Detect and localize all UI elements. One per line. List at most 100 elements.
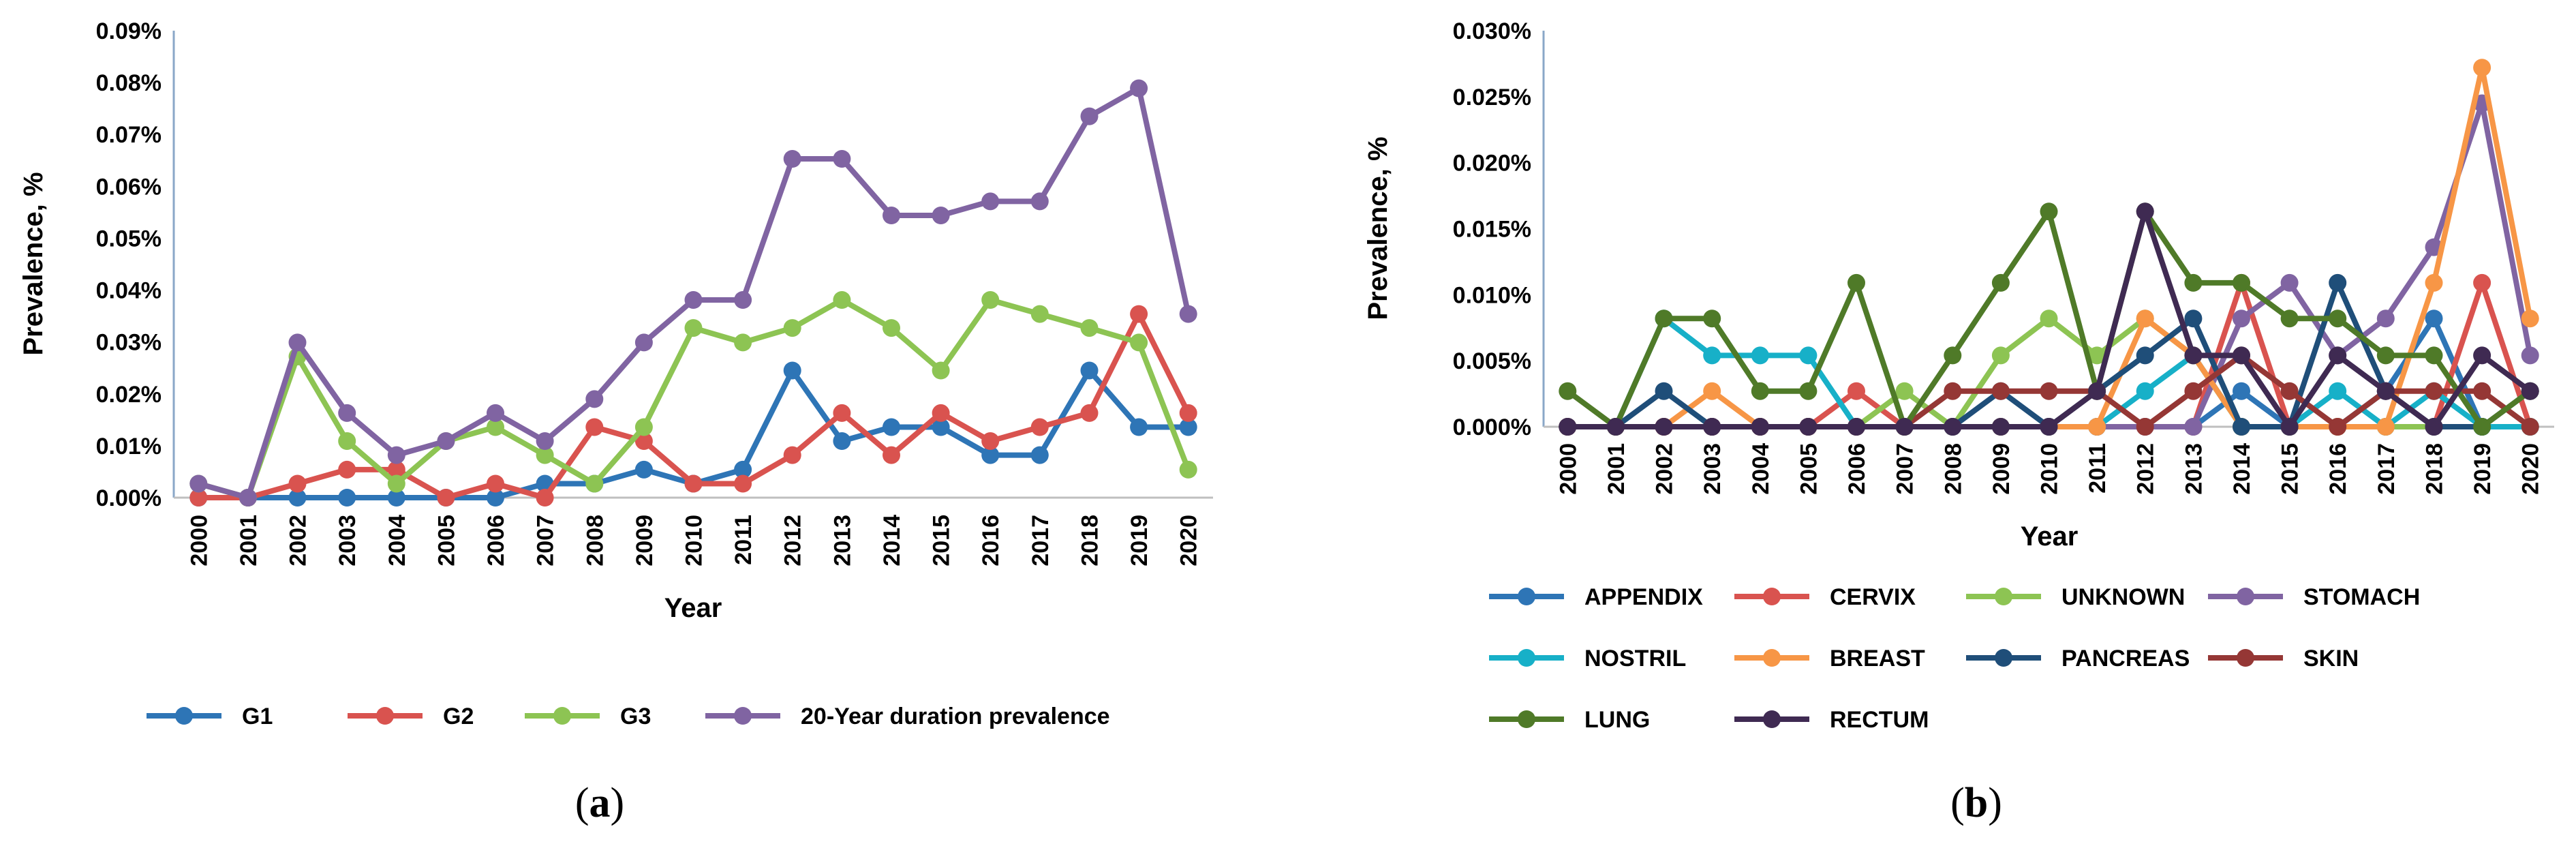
data-point xyxy=(1751,346,1769,365)
legend-label: G1 xyxy=(242,704,273,729)
data-point xyxy=(1847,418,1865,436)
x-tick-label: 2004 xyxy=(384,515,410,567)
legend-label: G2 xyxy=(443,704,474,729)
data-point xyxy=(2040,309,2058,328)
legend-item: G3 xyxy=(525,704,651,729)
x-tick-label: 2010 xyxy=(2037,443,2063,495)
data-point xyxy=(2425,346,2443,365)
x-tick-label: 2007 xyxy=(1892,443,1918,495)
data-point xyxy=(2329,346,2347,365)
x-tick-label: 2020 xyxy=(2518,443,2544,495)
data-point xyxy=(2233,309,2250,328)
data-point xyxy=(783,319,801,337)
y-tick-label: 0.025% xyxy=(1453,85,1531,110)
data-point xyxy=(1179,305,1197,323)
x-tick-label: 2012 xyxy=(780,515,806,567)
data-point xyxy=(1991,382,2010,400)
data-point xyxy=(833,432,851,450)
legend-item: 20-Year duration prevalence xyxy=(705,704,1110,729)
x-tick-label: 2000 xyxy=(1555,443,1581,495)
y-tick-label: 0.02% xyxy=(96,382,162,408)
data-point xyxy=(1751,418,1769,436)
y-tick-label: 0.03% xyxy=(96,330,162,356)
data-point xyxy=(338,404,356,422)
data-point xyxy=(487,489,504,507)
data-point xyxy=(2425,309,2443,328)
data-point xyxy=(437,432,455,450)
legend: APPENDIX CERVIX UNKNOWN STOMACH NOSTRIL BREAS… xyxy=(1489,584,2420,733)
data-point xyxy=(2473,418,2491,436)
legend-item: BREAST xyxy=(1734,646,1925,671)
data-point xyxy=(981,446,1000,464)
data-point xyxy=(387,474,405,493)
data-point xyxy=(536,446,554,464)
x-tick-label: 2009 xyxy=(1989,443,2014,495)
legend-swatch-marker xyxy=(1995,649,2012,667)
data-point xyxy=(487,418,504,436)
data-point xyxy=(2184,382,2203,400)
legend-label: NOSTRIL xyxy=(1584,646,1686,671)
data-point xyxy=(2184,309,2203,328)
legend-label: SKIN xyxy=(2303,646,2359,671)
y-tick-label: 0.04% xyxy=(96,278,162,304)
y-tick-label: 0.030% xyxy=(1453,18,1531,44)
data-point xyxy=(932,404,950,422)
data-point xyxy=(2233,346,2250,365)
data-point xyxy=(1130,333,1148,352)
y-tick-label: 0.08% xyxy=(96,70,162,96)
caption-paren: ) xyxy=(1988,780,2002,826)
data-point xyxy=(1703,418,1721,436)
data-point xyxy=(189,489,208,507)
data-point xyxy=(1847,273,1865,292)
data-point xyxy=(2040,202,2058,221)
data-point xyxy=(1895,382,1914,400)
legend-swatch-marker xyxy=(2237,588,2254,605)
data-point xyxy=(1030,305,1049,323)
series-line xyxy=(1565,100,2533,429)
data-point xyxy=(932,207,950,224)
legend-swatch-marker xyxy=(1995,588,2012,605)
data-point xyxy=(684,319,703,337)
data-point xyxy=(2376,382,2395,400)
data-point xyxy=(1606,418,1625,436)
y-tick-label: 0.020% xyxy=(1453,151,1531,177)
data-point xyxy=(2521,418,2539,436)
data-point xyxy=(1944,382,1962,400)
data-point xyxy=(734,333,752,352)
y-tick-label: 0.01% xyxy=(96,434,162,459)
data-point xyxy=(1655,418,1673,436)
data-point xyxy=(338,460,356,479)
x-tick-label: 2018 xyxy=(2421,443,2447,495)
x-tick-label: 2002 xyxy=(286,515,311,567)
data-point xyxy=(981,192,1000,211)
data-point xyxy=(536,432,554,450)
data-point xyxy=(2521,309,2539,328)
x-tick-label: 2013 xyxy=(2181,443,2207,495)
data-point xyxy=(585,390,604,408)
legend-label: PANCREAS xyxy=(2061,646,2190,671)
data-point xyxy=(585,418,604,436)
data-point xyxy=(1030,192,1049,211)
data-point xyxy=(338,489,356,507)
legend-swatch-marker xyxy=(175,707,193,725)
y-tick-label: 0.005% xyxy=(1453,348,1531,374)
x-tick-label: 2003 xyxy=(335,515,361,567)
legend-swatch-marker xyxy=(2237,649,2254,667)
legend-swatch-marker xyxy=(1763,588,1781,605)
y-axis-title: Prevalence, % xyxy=(18,172,48,355)
data-point xyxy=(2280,382,2299,400)
data-point xyxy=(2184,346,2203,365)
x-tick-label: 2006 xyxy=(1844,443,1870,495)
data-point xyxy=(1991,346,2010,365)
x-tick-label: 2010 xyxy=(681,515,707,567)
data-point xyxy=(2521,382,2539,400)
data-point xyxy=(883,418,900,436)
data-point xyxy=(1944,418,1962,436)
y-tick-label: 0.000% xyxy=(1453,414,1531,440)
x-axis-title: Year xyxy=(664,593,722,623)
data-point xyxy=(883,207,900,224)
data-point xyxy=(1130,418,1148,436)
y-axis-title: Prevalence, % xyxy=(1363,136,1393,320)
data-point xyxy=(1703,382,1721,400)
series-rectum xyxy=(1559,202,2539,436)
